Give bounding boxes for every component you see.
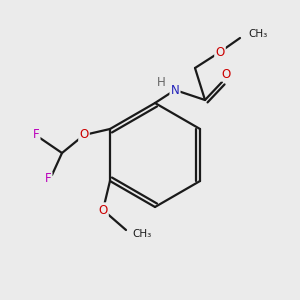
Text: O: O (215, 46, 225, 59)
Text: CH₃: CH₃ (248, 29, 267, 39)
Text: O: O (98, 203, 108, 217)
Text: H: H (157, 76, 165, 89)
Text: O: O (221, 68, 231, 80)
Text: F: F (45, 172, 51, 185)
Text: N: N (171, 83, 179, 97)
Text: CH₃: CH₃ (132, 229, 151, 239)
Text: O: O (80, 128, 88, 142)
Text: F: F (33, 128, 39, 140)
